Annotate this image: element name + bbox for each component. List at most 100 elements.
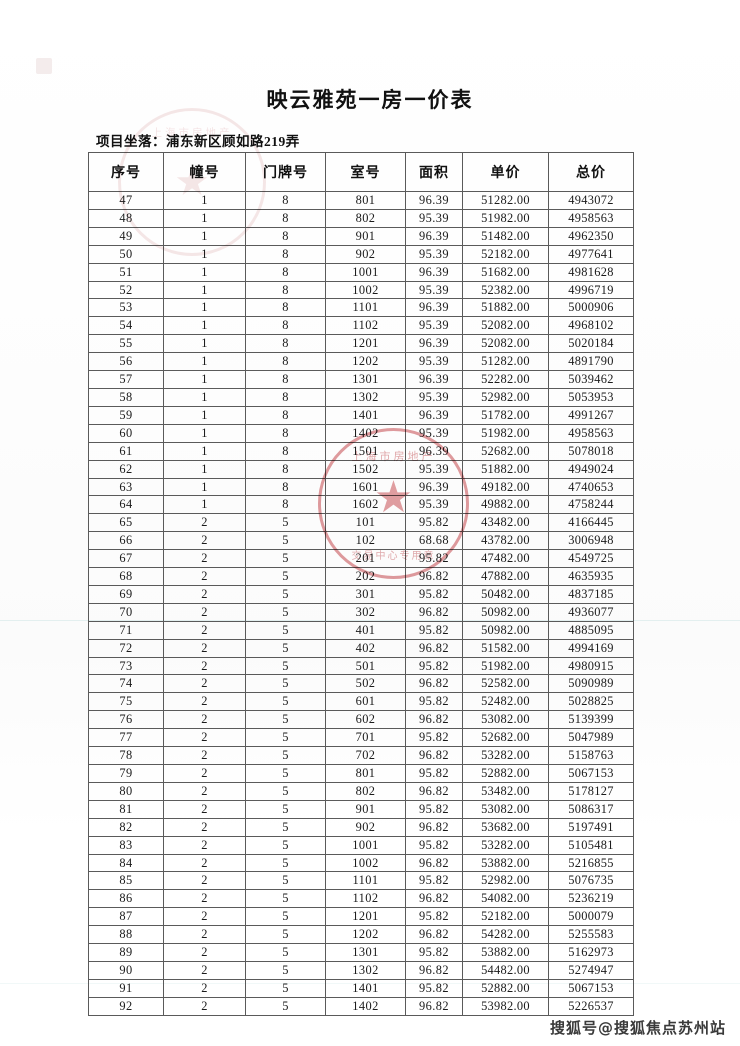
cell-room: 1101 — [325, 298, 406, 318]
cell-total-price: 5139399 — [548, 710, 634, 730]
cell-area: 95.82 — [405, 835, 463, 855]
column-header-0: 序号 — [88, 152, 164, 192]
cell-building: 2 — [163, 513, 246, 533]
cell-room: 1302 — [325, 387, 406, 407]
cell-room: 1101 — [325, 871, 406, 891]
cell-seq: 77 — [88, 728, 164, 748]
cell-room: 102 — [325, 531, 406, 551]
cell-unit-price: 51282.00 — [462, 352, 549, 372]
cell-unit-price: 52082.00 — [462, 334, 549, 354]
cell-door: 8 — [245, 423, 326, 443]
column-header-2: 门牌号 — [245, 152, 326, 192]
cell-building: 1 — [163, 244, 246, 264]
corner-stamp-mark — [36, 58, 52, 74]
table-row: 51 1 8 1001 96.39 51682.00 4981628 — [88, 262, 634, 282]
cell-total-price: 5067153 — [548, 978, 634, 998]
cell-building: 1 — [163, 495, 246, 515]
cell-seq: 81 — [88, 799, 164, 819]
cell-room: 1001 — [325, 835, 406, 855]
cell-seq: 64 — [88, 495, 164, 515]
table-row: 87 2 5 1201 95.82 52182.00 5000079 — [88, 907, 634, 927]
column-header-6: 总价 — [548, 152, 634, 192]
cell-room: 1102 — [325, 889, 406, 909]
cell-room: 1202 — [325, 352, 406, 372]
table-row: 55 1 8 1201 96.39 52082.00 5020184 — [88, 334, 634, 354]
cell-door: 5 — [245, 871, 326, 891]
cell-door: 8 — [245, 441, 326, 461]
footer-watermark: 搜狐号@搜狐焦点苏州站 — [549, 1019, 726, 1037]
cell-building: 2 — [163, 978, 246, 998]
cell-total-price: 5162973 — [548, 943, 634, 962]
cell-building: 2 — [163, 584, 246, 604]
cell-seq: 92 — [88, 996, 164, 1016]
cell-seq: 73 — [88, 656, 164, 676]
cell-building: 2 — [163, 710, 246, 730]
cell-building: 2 — [163, 871, 246, 891]
cell-room: 701 — [325, 728, 406, 748]
cell-total-price: 5226537 — [548, 996, 634, 1016]
cell-building: 2 — [163, 746, 246, 765]
cell-total-price: 5067153 — [548, 764, 634, 783]
table-header-row: 序号 幢号 门牌号 室号 面积 单价 总价 — [88, 152, 634, 192]
cell-door: 8 — [245, 191, 326, 210]
cell-building: 2 — [163, 817, 246, 837]
table-row: 58 1 8 1302 95.39 52982.00 5053953 — [88, 387, 634, 407]
cell-total-price: 5076735 — [548, 871, 634, 891]
cell-area: 96.82 — [405, 710, 463, 730]
table-row: 91 2 5 1401 95.82 52882.00 5067153 — [88, 978, 634, 998]
cell-area: 96.39 — [405, 191, 463, 210]
cell-seq: 65 — [88, 513, 164, 533]
table-row: 50 1 8 902 95.39 52182.00 4977641 — [88, 244, 634, 264]
cell-unit-price: 53482.00 — [462, 781, 549, 801]
table-row: 86 2 5 1102 96.82 54082.00 5236219 — [88, 889, 634, 909]
cell-unit-price: 53882.00 — [462, 943, 549, 962]
cell-area: 96.82 — [405, 781, 463, 801]
table-row: 60 1 8 1402 95.39 51982.00 4958563 — [88, 423, 634, 443]
cell-unit-price: 54482.00 — [462, 960, 549, 980]
cell-total-price: 4166445 — [548, 513, 634, 533]
cell-building: 1 — [163, 370, 246, 389]
cell-total-price: 4635935 — [548, 567, 634, 586]
column-header-4: 面积 — [405, 152, 463, 192]
cell-room: 1401 — [325, 405, 406, 425]
cell-total-price: 5090989 — [548, 674, 634, 694]
cell-seq: 53 — [88, 298, 164, 318]
cell-door: 5 — [245, 781, 326, 801]
cell-total-price: 4980915 — [548, 656, 634, 676]
cell-unit-price: 47882.00 — [462, 567, 549, 586]
cell-total-price: 4936077 — [548, 602, 634, 622]
cell-room: 1402 — [325, 996, 406, 1016]
cell-building: 2 — [163, 996, 246, 1016]
cell-unit-price: 54282.00 — [462, 925, 549, 945]
cell-seq: 85 — [88, 871, 164, 891]
table-row: 81 2 5 901 95.82 53082.00 5086317 — [88, 799, 634, 819]
cell-room: 802 — [325, 208, 406, 228]
cell-door: 5 — [245, 960, 326, 980]
cell-unit-price: 52182.00 — [462, 244, 549, 264]
cell-total-price: 5020184 — [548, 334, 634, 354]
cell-door: 8 — [245, 334, 326, 354]
cell-seq: 69 — [88, 584, 164, 604]
cell-room: 1201 — [325, 907, 406, 927]
cell-building: 1 — [163, 477, 246, 497]
cell-unit-price: 50982.00 — [462, 620, 549, 640]
cell-unit-price: 54082.00 — [462, 889, 549, 909]
table-row: 56 1 8 1202 95.39 51282.00 4891790 — [88, 352, 634, 372]
table-row: 71 2 5 401 95.82 50982.00 4885095 — [88, 620, 634, 640]
cell-seq: 72 — [88, 638, 164, 658]
cell-unit-price: 53282.00 — [462, 746, 549, 765]
cell-seq: 88 — [88, 925, 164, 945]
cell-building: 2 — [163, 549, 246, 569]
cell-unit-price: 53082.00 — [462, 799, 549, 819]
cell-room: 801 — [325, 191, 406, 210]
cell-building: 2 — [163, 728, 246, 748]
cell-building: 2 — [163, 674, 246, 694]
cell-building: 1 — [163, 262, 246, 282]
cell-area: 96.82 — [405, 889, 463, 909]
cell-area: 95.82 — [405, 728, 463, 748]
cell-total-price: 4891790 — [548, 352, 634, 372]
cell-building: 2 — [163, 602, 246, 622]
cell-building: 2 — [163, 656, 246, 676]
table-row: 49 1 8 901 96.39 51482.00 4962350 — [88, 226, 634, 246]
cell-total-price: 4996719 — [548, 280, 634, 300]
